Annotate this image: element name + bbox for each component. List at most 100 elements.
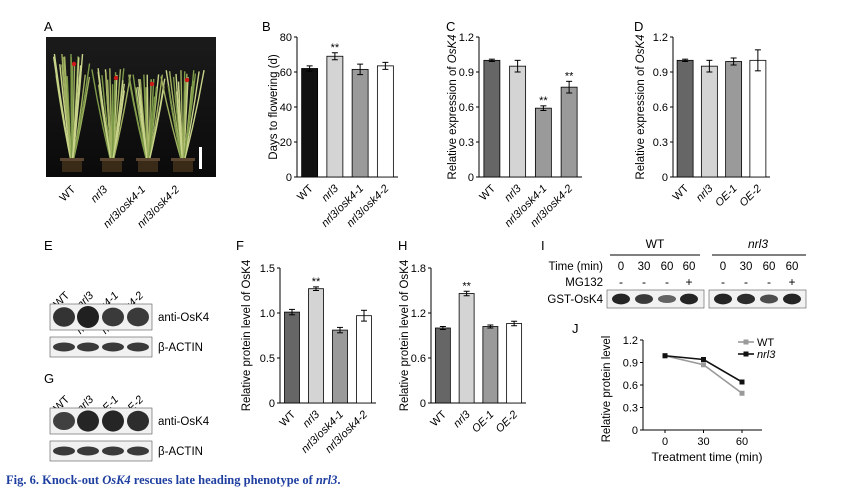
blot-band (760, 294, 778, 304)
photo-label-nrl3-osk4-2-part: osk4-2 (150, 184, 182, 216)
bar-nrl3 (458, 293, 475, 404)
x-tick-label: 30 (697, 436, 709, 448)
x-tick-label-oe-1-part: OE-1 (713, 183, 740, 210)
series-point-wt (701, 362, 706, 368)
rice-leaf (182, 80, 195, 167)
blot-band (635, 294, 653, 304)
bar-nrl3-osk4-1 (534, 107, 552, 178)
plant-pot-rim (171, 158, 195, 161)
y-tick-label: 0 (632, 425, 638, 437)
y-tick-label: 1.5 (260, 263, 275, 275)
blot-band (680, 293, 698, 305)
flag-marker (71, 61, 77, 67)
y-tick-label: 20 (280, 137, 292, 149)
rice-leaf (167, 85, 184, 167)
bar-nrl3-osk4-1 (332, 329, 348, 404)
x-tick-label-wt-part: WT (278, 408, 299, 429)
x-tick-label-oe-2: OE-2 (737, 183, 764, 210)
x-tick-label-nrl3-osk4-2-slash: / (357, 205, 368, 216)
y-tick-label: 1.2 (623, 335, 638, 347)
y-axis-title: Relative protein level of OsK4 (241, 259, 253, 411)
x-tick-label-nrl3-osk4-1-slash: / (515, 205, 526, 216)
rice-leaf (182, 69, 205, 167)
blot-band (714, 293, 732, 305)
x-tick-label-oe-1: OE-1 (713, 183, 740, 210)
y-tick-label: 0.5 (260, 353, 275, 365)
bar-nrl3 (700, 65, 718, 178)
chart-relative-expression-knockout: 00.30.60.91.2WT nrl3**nrl3/osk4-1**nrl3/o… (447, 32, 582, 230)
bar-oe-1 (482, 326, 499, 404)
bar-nrl3-osk4-2 (356, 315, 372, 404)
time-value: 30 (740, 261, 753, 273)
photo-label-wt: WT (58, 183, 79, 204)
y-tick-label: 0.6 (653, 102, 668, 114)
bar-nrl3 (326, 55, 344, 178)
photo-label-nrl3-osk4-1-slash: / (114, 206, 125, 217)
y-tick-label: 1.0 (260, 308, 275, 320)
significance-mark: ** (539, 95, 548, 107)
x-tick-label-wt-part: WT (477, 182, 498, 203)
bar-nrl3 (308, 288, 324, 404)
photo-label-wt-part: WT (58, 183, 79, 204)
blot-band (102, 446, 124, 456)
blot-strip-nrl3 (708, 289, 807, 309)
plant-pot-rim (100, 158, 124, 161)
time-value: 0 (720, 261, 726, 273)
blot-band (77, 446, 99, 456)
plant-pot-rim (136, 158, 160, 161)
plant-photo (46, 37, 216, 177)
legend-label-nrl3: nrl3 (757, 349, 776, 361)
significance-mark: ** (312, 276, 321, 288)
blot-band (53, 307, 75, 327)
x-tick-label-oe-2: OE-2 (494, 409, 521, 436)
rice-leaf (111, 80, 124, 167)
y-tick-label: 0.9 (623, 358, 638, 370)
x-tick-label-wt: WT (295, 182, 316, 203)
y-axis-title-gene: OsK4 (635, 34, 647, 63)
legend-label-wt: WT (757, 337, 774, 349)
blot-band (77, 306, 99, 328)
caption-mid: rescues late heading phenotype of (130, 473, 316, 487)
y-tick-label: 0.6 (411, 353, 426, 365)
series-point-nrl3 (701, 357, 706, 362)
photo-label-nrl3: nrl3 (89, 183, 111, 205)
time-value: 60 (763, 261, 776, 273)
bar-wt (676, 59, 694, 178)
x-tick-label-wt: WT (278, 408, 299, 429)
x-tick-label-wt-part: WT (295, 182, 316, 203)
blot-band (53, 412, 75, 430)
significance-mark: ** (565, 70, 574, 82)
plant-pot (102, 160, 122, 172)
photo-label-nrl3-osk4-1-part: osk4-1 (116, 184, 148, 216)
y-axis-title-text: Relative expression of (635, 63, 647, 179)
panel-label-c: C (446, 19, 455, 34)
panel-label-a: A (44, 19, 53, 34)
x-tick-label-oe-2-part: OE-2 (737, 183, 764, 210)
blot-band (737, 293, 755, 305)
caption-end: . (337, 473, 341, 487)
time-value: 60 (683, 261, 696, 273)
blot-strip-actin (49, 440, 153, 462)
bar-wt (483, 59, 501, 178)
x-tick-label-nrl3: nrl3 (502, 182, 524, 204)
scale-bar (199, 147, 202, 169)
panel-label-b: B (262, 19, 271, 34)
photo-label-nrl3-part: nrl3 (89, 183, 111, 205)
y-tick-label: 1.8 (411, 263, 426, 275)
blot-row-label-anti-osk4: anti-OsK4 (158, 416, 210, 428)
plant-pot (173, 160, 193, 172)
y-axis-title-text: Relative expression of (447, 63, 459, 179)
y-axis-title: Relative protein level of OsK4 (399, 259, 411, 411)
photo-label-nrl3-osk4-2-slash: / (148, 206, 159, 217)
blot-band (127, 410, 149, 432)
flag-marker (184, 77, 190, 83)
blot-band (127, 307, 149, 327)
caption-gene: OsK4 (102, 473, 131, 487)
y-tick-label: 0 (662, 172, 668, 184)
y-tick-label: 0 (269, 398, 275, 410)
y-tick-label: 0.3 (459, 137, 474, 149)
x-tick-label-wt-part: WT (671, 182, 692, 203)
